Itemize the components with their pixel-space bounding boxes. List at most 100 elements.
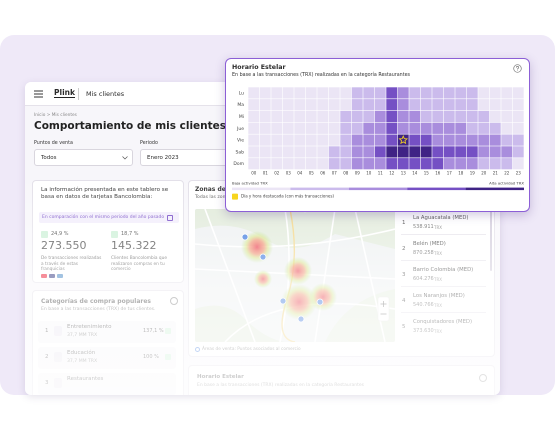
metric-value: 145.322: [111, 239, 157, 252]
heatmap-cell: [305, 87, 317, 99]
column-label: 12: [389, 171, 395, 176]
heatmap-cell: [397, 87, 409, 99]
heatmap-cell: [317, 99, 329, 111]
heatmap-cell: [501, 146, 513, 158]
map[interactable]: [195, 209, 395, 342]
heatmap-cell: [363, 158, 375, 170]
heatmap-cell: [432, 87, 444, 99]
heatmap-cell: [386, 158, 398, 170]
heatmap-cell: [386, 134, 398, 146]
zoom-control[interactable]: [377, 296, 390, 322]
zone-name: Barrio Colombia (MED): [413, 267, 474, 273]
heatmap-cell: [374, 110, 386, 123]
heatmap-cell: [317, 146, 329, 158]
help-icon[interactable]: [170, 297, 178, 305]
column-label: 10: [366, 171, 372, 176]
menu-icon[interactable]: [34, 90, 43, 98]
heatmap-cell: [455, 87, 467, 99]
heatmap-cell: [386, 87, 398, 99]
heatmap-cell: [512, 99, 524, 111]
heatmap-cell: [259, 134, 271, 146]
zone-value: 538.911: [413, 224, 434, 230]
heatmap-cell: [409, 87, 421, 99]
column-label: 01: [263, 171, 269, 176]
heatmap-cell: [432, 110, 444, 123]
heat-zone: [309, 283, 337, 311]
heatmap-cell: [397, 110, 409, 123]
row-label: Ma: [237, 102, 244, 108]
metric-value: 273.550: [41, 239, 87, 252]
dropdown[interactable]: Todos: [34, 149, 133, 166]
row-label: Sab: [236, 149, 245, 155]
category-rank: 3: [45, 380, 49, 386]
heatmap-cell: [409, 134, 421, 146]
note-icon: [195, 347, 200, 352]
heatmap-cell: [294, 158, 306, 170]
heatmap-cell: [466, 87, 478, 99]
heatmap-cell: [294, 99, 306, 111]
category-name: Restaurantes: [67, 376, 104, 382]
heatmap-cell: [351, 122, 363, 134]
heatmap-cell: [328, 146, 340, 158]
category-trx: 37,7 MM: [67, 359, 87, 364]
category-change: 137,1 %: [143, 328, 164, 334]
heatmap-cell: [248, 99, 260, 111]
category-trx: 37,7 MM: [67, 333, 87, 338]
heatmap-cell: [305, 146, 317, 158]
metric-change: 24,9 %: [51, 231, 69, 237]
dropdown[interactable]: Enero 2023: [140, 149, 250, 166]
heatmap-cell: [443, 158, 455, 170]
heatmap-cell: [294, 134, 306, 146]
zone-name: Los Naranjos (MED): [413, 293, 465, 299]
zone-rank: 2: [402, 246, 406, 252]
scrollbar: [490, 211, 492, 271]
category-row: 1 Entretenimiento 37,7 MM TRX 137,1 %: [38, 321, 176, 343]
heatmap-popup: Horario Estelar En base a las transaccion…: [225, 58, 530, 212]
heatmap-cell: [501, 158, 513, 170]
heatmap-cell: [363, 122, 375, 134]
metric-description: De transacciones realizadas a través de …: [41, 256, 102, 273]
column-label: 07: [332, 171, 338, 176]
heatmap-cell: [351, 87, 363, 99]
category-name: Entretenimiento: [67, 324, 112, 330]
heatmap-cell: [248, 122, 260, 134]
help-icon[interactable]: [479, 374, 487, 382]
heatmap-cell: [351, 99, 363, 111]
heatmap-cell: [248, 146, 260, 158]
heatmap-cell: [317, 134, 329, 146]
heatmap-cell: [305, 99, 317, 111]
heatmap-cell: [420, 146, 432, 158]
heatmap-cell: [282, 99, 294, 111]
column-label: 00: [251, 171, 257, 176]
heatmap-cell: [340, 99, 352, 111]
heatmap-cell: [363, 110, 375, 123]
heatmap-cell: [351, 110, 363, 123]
heatmap-cell: [271, 146, 283, 158]
heatmap-cell: [501, 110, 513, 123]
heatmap-cell: [478, 158, 490, 170]
chevron: [122, 156, 128, 160]
help-icon[interactable]: [513, 64, 522, 73]
heatmap-cell: [386, 122, 398, 134]
heatmap-cell: [466, 122, 478, 134]
column-label: 19: [470, 171, 476, 176]
column-label: 20: [481, 171, 487, 176]
dropdown-value: Enero 2023: [147, 155, 179, 161]
bottom-card-title: Horario Estelar: [197, 374, 244, 380]
heatmap-cell: [248, 134, 260, 146]
legend-swatch: [465, 187, 524, 191]
heatmap-cell: [512, 122, 524, 134]
highlight-note: Día y hora destacada (con más transaccio…: [241, 194, 334, 199]
row-label: Dom: [233, 161, 244, 167]
bottom-card: Horario Estelar En base a las transaccion…: [188, 365, 495, 395]
heatmap-cell: [443, 110, 455, 123]
heatmap-cell: [478, 87, 490, 99]
card-brand-icon: [57, 274, 63, 278]
zone-value: 870.258: [413, 250, 434, 256]
heatmap-cell: [351, 134, 363, 146]
zone-value: 604.276: [413, 276, 434, 282]
zone-unit: TRX: [434, 303, 442, 308]
column-label: 15: [424, 171, 430, 176]
heatmap-cell: [282, 146, 294, 158]
